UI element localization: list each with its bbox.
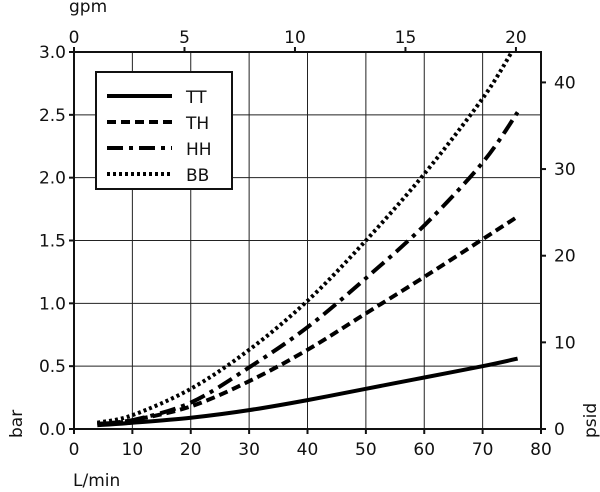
x-tick-label: 80 xyxy=(530,440,552,460)
y2-tick-label: 40 xyxy=(554,73,576,93)
y2-tick-label: 20 xyxy=(554,247,576,267)
x2-tick-label: 20 xyxy=(505,28,527,48)
x-tick-label: 0 xyxy=(69,440,80,460)
y-tick-label: 1.5 xyxy=(39,232,66,252)
legend-label-th: TH xyxy=(185,114,209,134)
x2-tick-label: 0 xyxy=(69,28,80,48)
y-tick-label: 2.5 xyxy=(39,106,66,126)
y2-tick-label: 10 xyxy=(554,333,576,353)
y-tick-label: 0.5 xyxy=(39,357,66,377)
x2-axis-label: gpm xyxy=(69,0,107,17)
x-tick-label: 60 xyxy=(413,440,435,460)
legend-label-tt: TT xyxy=(185,88,207,108)
y2-tick-label: 30 xyxy=(554,160,576,180)
series-line-bb xyxy=(96,50,514,425)
x-tick-label: 30 xyxy=(238,440,260,460)
x-tick-label: 20 xyxy=(180,440,202,460)
legend: TT TH HH BB xyxy=(95,71,233,190)
y2-tick-label: 0 xyxy=(554,420,565,440)
tick-labels: 0 10 20 30 40 50 60 70 800.00.51.01.52.02.53.00 5… xyxy=(39,28,576,460)
x2-tick-label: 10 xyxy=(284,28,306,48)
x-tick-label: 50 xyxy=(355,440,377,460)
series-lines xyxy=(96,50,520,428)
legend-label-hh: HH xyxy=(186,140,212,160)
series-line-hh xyxy=(97,111,520,426)
y-tick-label: 2.0 xyxy=(39,169,66,189)
x-axis-label: L/min xyxy=(73,471,120,491)
y-tick-label: 0.0 xyxy=(39,420,66,440)
x-tick-label: 10 xyxy=(122,440,144,460)
y2-axis-label: psid xyxy=(581,403,600,438)
x2-tick-label: 5 xyxy=(179,28,190,48)
series-line-tt xyxy=(97,356,519,428)
x-tick-label: 40 xyxy=(297,440,319,460)
x-tick-label: 70 xyxy=(472,440,494,460)
legend-box xyxy=(95,71,233,190)
y-tick-label: 3.0 xyxy=(39,43,66,63)
legend-label-bb: BB xyxy=(186,166,209,186)
x2-tick-label: 15 xyxy=(395,28,417,48)
y-tick-label: 1.0 xyxy=(39,294,66,314)
y-axis-label: bar xyxy=(7,410,27,438)
